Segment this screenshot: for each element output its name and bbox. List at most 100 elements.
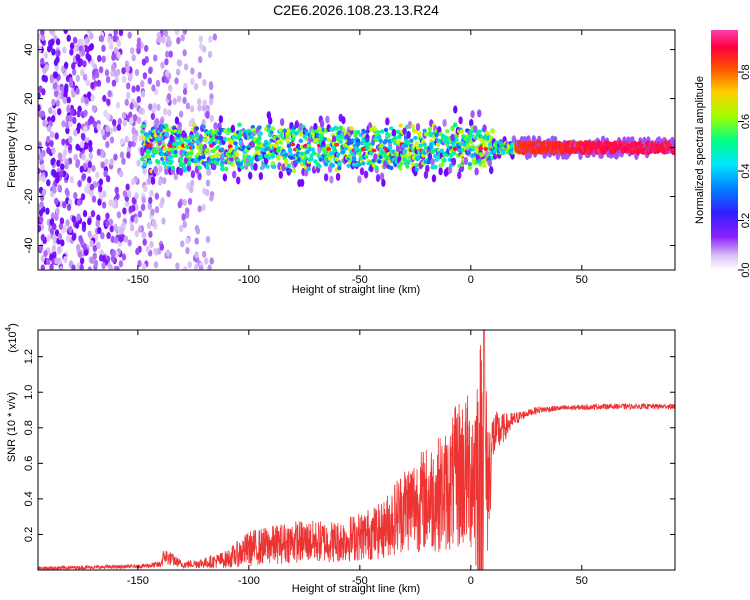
- heatmap-cell: [106, 232, 111, 240]
- heatmap-cell: [458, 141, 463, 147]
- heatmap-cell: [53, 90, 59, 98]
- heatmap-cell: [361, 161, 366, 166]
- heatmap-cell: [38, 209, 44, 217]
- heatmap-cell: [50, 212, 56, 220]
- heatmap-cell: [479, 152, 485, 158]
- heatmap-cell: [56, 49, 61, 57]
- heatmap-cell: [159, 243, 165, 251]
- heatmap-cell: [198, 35, 203, 43]
- heatmap-cell: [89, 32, 94, 40]
- heatmap-cell: [193, 83, 199, 91]
- heatmap-cell: [115, 265, 120, 270]
- heatmap-cell: [69, 176, 75, 184]
- heatmap-cell: [141, 123, 146, 129]
- heatmap-cell: [41, 149, 46, 157]
- snr-x-tick-label: -100: [238, 575, 260, 587]
- heatmap-cell: [55, 38, 61, 46]
- heatmap-cell: [62, 149, 68, 157]
- heatmap-cell: [137, 210, 143, 218]
- heatmap-cell: [57, 232, 63, 241]
- spectrogram-frame: [37, 29, 676, 271]
- heatmap-cell: [68, 225, 73, 234]
- heatmap-cell: [79, 257, 85, 265]
- heatmap-cell: [72, 36, 78, 44]
- heatmap-cell: [126, 151, 131, 159]
- heatmap-cell: [46, 179, 51, 187]
- heatmap-cell: [175, 68, 181, 76]
- snr-ticks: -150 -100 -50 0 50 0.2 0.4 0.6 0.8 1.0 1.2: [23, 330, 675, 587]
- heatmap-cell: [99, 35, 105, 43]
- heatmap-cell: [76, 122, 82, 130]
- heatmap-cell: [414, 167, 419, 172]
- heatmap-cell: [341, 116, 346, 125]
- heatmap-cell: [51, 147, 56, 155]
- heatmap-cell: [87, 266, 92, 270]
- heatmap-cell: [113, 153, 118, 161]
- heatmap-cell: [469, 118, 474, 127]
- heatmap-cell: [325, 115, 330, 124]
- heatmap-cell: [138, 107, 143, 115]
- heatmap-cell: [46, 257, 51, 266]
- heatmap-cell: [118, 260, 124, 268]
- heatmap-cell: [222, 136, 228, 142]
- heatmap-cell: [381, 178, 386, 187]
- heatmap-cell: [115, 101, 121, 109]
- heatmap-cell: [222, 173, 228, 182]
- heatmap-cell: [466, 150, 471, 156]
- heatmap-cell: [327, 156, 333, 161]
- heatmap-cell: [439, 148, 445, 153]
- heatmap-cell: [285, 131, 290, 136]
- heatmap-cell: [68, 120, 73, 128]
- heatmap-cell: [197, 71, 202, 79]
- heatmap-cell: [56, 159, 61, 167]
- heatmap-cell: [38, 203, 41, 211]
- heatmap-cell: [122, 119, 127, 127]
- heatmap-cell: [85, 79, 91, 87]
- heatmap-cell: [101, 201, 107, 209]
- heatmap-cell: [126, 190, 132, 198]
- heatmap-cell: [180, 240, 185, 248]
- heatmap-cell: [97, 198, 102, 206]
- heatmap-cell: [422, 142, 427, 147]
- heatmap-cell: [82, 73, 88, 81]
- heatmap-cell: [365, 145, 370, 151]
- heatmap-cell: [57, 257, 62, 265]
- snr-scale-close: ): [7, 323, 19, 327]
- heatmap-cell: [147, 142, 153, 147]
- heatmap-cell: [165, 70, 170, 78]
- heatmap-cell: [239, 165, 245, 170]
- heatmap-cell: [98, 178, 104, 186]
- heatmap-cell: [154, 206, 160, 214]
- heatmap-cell: [52, 186, 57, 194]
- heatmap-cell: [160, 61, 165, 69]
- heatmap-cell: [41, 88, 46, 96]
- snr-scale-base: (x10: [7, 331, 19, 352]
- heatmap-cell: [134, 192, 139, 200]
- heatmap-cell: [101, 262, 106, 270]
- heatmap-cell: [46, 135, 51, 143]
- heatmap-cell: [71, 215, 77, 223]
- heatmap-cell: [74, 221, 80, 229]
- heatmap-cell: [168, 50, 173, 58]
- heatmap-cell: [102, 190, 107, 198]
- heatmap-cell: [49, 131, 55, 139]
- heatmap-cell: [430, 158, 435, 167]
- heatmap-cell: [129, 47, 135, 55]
- heatmap-cell: [305, 149, 310, 155]
- heatmap-cell: [95, 220, 100, 228]
- heatmap-cell: [188, 120, 193, 128]
- heatmap-cell: [279, 118, 285, 127]
- heatmap-cell: [62, 46, 67, 54]
- heatmap-cell: [258, 172, 264, 181]
- heatmap-cell: [42, 119, 47, 127]
- heatmap-cell: [454, 134, 459, 140]
- heatmap-cell: [194, 126, 200, 131]
- heatmap-cell: [54, 132, 59, 140]
- heatmap-cell: [220, 163, 225, 168]
- heatmap-cell: [405, 164, 410, 169]
- heatmap-cell: [202, 138, 208, 143]
- heatmap-cell: [403, 143, 409, 148]
- heatmap-cell: [136, 159, 141, 167]
- heatmap-cell: [459, 129, 465, 134]
- heatmap-cell: [83, 125, 88, 133]
